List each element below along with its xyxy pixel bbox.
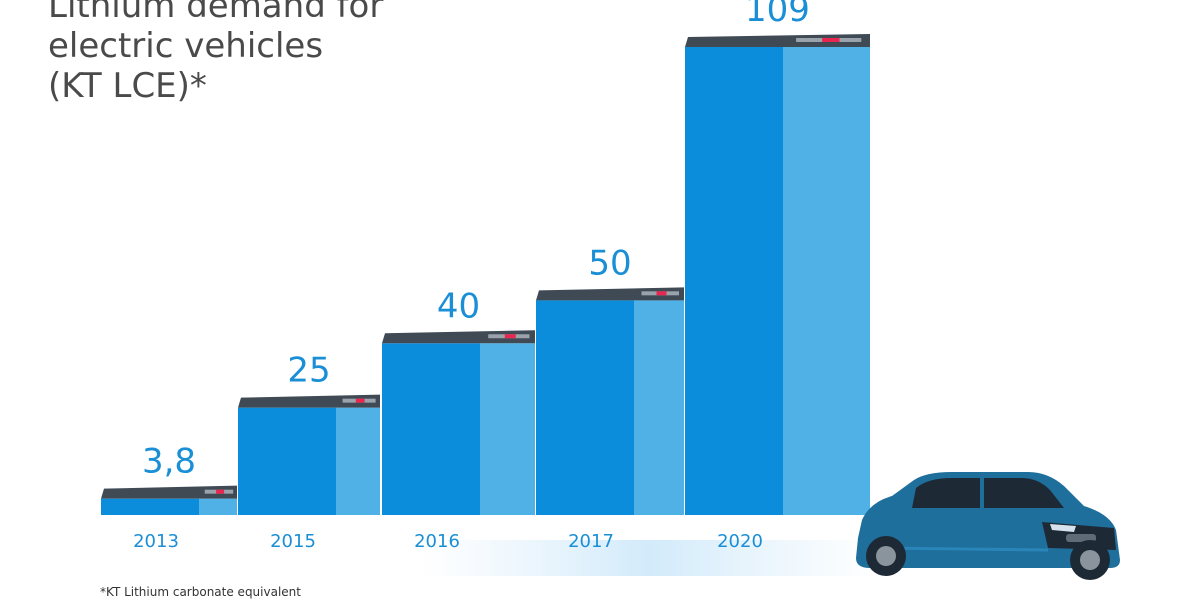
chart-title-line-3: (KT LCE)* [48, 66, 207, 106]
x-tick-2015: 2015 [270, 531, 316, 552]
x-tick-labels-group: 2013 2015 2016 2017 2020 [133, 531, 763, 552]
bar-front [685, 47, 783, 515]
value-label-2015: 25 [287, 351, 330, 391]
car-headlight [1050, 524, 1076, 532]
floor-glow [420, 540, 880, 576]
bar-top-accent [656, 291, 667, 296]
bar-top [382, 330, 535, 344]
bar-front [101, 498, 199, 515]
chart-title-line-1: Lithium demand for [48, 0, 384, 26]
car-grille [1066, 534, 1096, 542]
car-illustration [856, 472, 1120, 580]
car-bumper-trim [881, 546, 1049, 552]
bar-2017 [536, 287, 684, 515]
x-tick-2016: 2016 [414, 531, 460, 552]
value-label-2016: 40 [437, 286, 480, 326]
bar-front [536, 300, 634, 515]
x-tick-2020: 2020 [717, 531, 763, 552]
bar-front [382, 343, 480, 515]
bar-top-accent [216, 489, 225, 494]
x-tick-2017: 2017 [568, 531, 614, 552]
bar-side [199, 498, 237, 515]
bar-side [634, 300, 684, 515]
value-labels-group: 3,8 25 40 50 109 [142, 0, 810, 482]
bar-side [480, 343, 535, 515]
bars-group [101, 34, 870, 515]
x-tick-2013: 2013 [133, 531, 179, 552]
car-front-hub [1080, 550, 1100, 570]
bar-top [101, 485, 237, 499]
bar-2016 [382, 330, 535, 515]
bar-side [336, 407, 380, 515]
bar-top [536, 287, 684, 301]
chart-title-line-2: electric vehicles [48, 26, 324, 66]
footnote: *KT Lithium carbonate equivalent [100, 585, 301, 599]
bar-top-accent [822, 38, 840, 42]
value-label-2013: 3,8 [142, 442, 196, 482]
bar-2015 [238, 394, 380, 515]
car-rear-hub [876, 546, 896, 566]
bar-top [238, 394, 380, 408]
chart-title: Lithium demand for electric vehicles (KT… [48, 0, 468, 106]
bar-top-accent [355, 398, 365, 403]
bar-side [783, 47, 870, 515]
bar-front [238, 407, 336, 515]
bar-2013 [101, 485, 237, 515]
bar-top-accent [504, 334, 516, 339]
bar-2020 [685, 34, 870, 515]
car-windows [912, 478, 1064, 508]
value-label-2020: 109 [745, 0, 810, 30]
value-label-2017: 50 [588, 243, 631, 283]
bar-top [685, 34, 870, 47]
